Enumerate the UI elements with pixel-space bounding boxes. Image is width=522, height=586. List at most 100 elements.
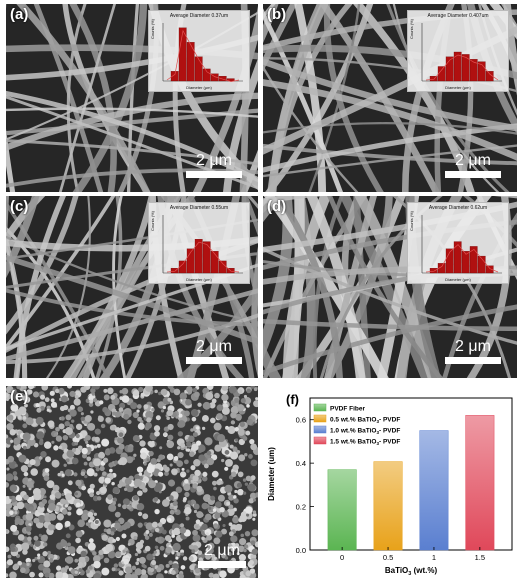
inset-histogram-c	[162, 215, 243, 274]
inset-b-bar-6	[477, 61, 486, 82]
diameter-bar-chart: (f) 0.0 0.2 0.4 0.6 0 0.5 1 1.5 BaTiO3 (wt.%) Dia…	[267, 392, 513, 577]
y-tick-label: 0.0	[296, 546, 306, 555]
bar-0.5	[373, 461, 403, 551]
sem-panel-c: (c) Average Diameter 0.55um Counts (%) D…	[6, 196, 258, 378]
inset-d-bar-6	[477, 255, 486, 274]
legend-swatch-2	[313, 425, 327, 434]
inset-c-bar-6	[218, 260, 227, 274]
inset-histogram-b	[421, 23, 502, 82]
inset-a-bar-6	[218, 76, 227, 82]
inset-a-bar-2	[186, 42, 195, 82]
inset-ylabel-d: Counts (%)	[409, 210, 414, 231]
inset-c-bar-2	[186, 248, 195, 274]
x-tick-label: 0.5	[383, 553, 393, 562]
sem-panel-d: (d) Average Diameter 0.62um Counts (%) D…	[263, 196, 517, 378]
inset-b-bar-4	[461, 54, 470, 82]
inset-histogram-a	[162, 23, 243, 82]
x-tick-label: 1.5	[475, 553, 485, 562]
inset-b-fit-curve	[425, 54, 499, 81]
sem-panel-b: (b) Average Diameter 0.407um Counts (%) …	[263, 4, 517, 192]
inset-d-bar-1	[437, 263, 446, 274]
inset-a-bar-7	[226, 78, 235, 82]
sem-panel-a: (a) Average Diameter 0.37um Counts (%) D…	[6, 4, 258, 192]
panel-label-c: (c)	[10, 198, 29, 215]
panel-label-b: (b)	[267, 6, 287, 23]
inset-a-bar-1	[178, 27, 187, 82]
bar-0	[327, 469, 357, 551]
y-tick-label: 0.6	[296, 416, 306, 425]
inset-xlabel-a: Diameter (μm)	[186, 85, 212, 90]
scale-line-a	[186, 171, 242, 178]
inset-c-bar-1	[178, 260, 187, 274]
scale-text-d: 2 μm	[455, 338, 491, 355]
inset-d-bar-2	[445, 248, 454, 274]
legend-label-2: 1.0 wt.% BaTiO3- PVDF	[330, 428, 400, 436]
histogram-inset-d: Average Diameter 0.62um Counts (%) Diame…	[407, 202, 509, 284]
panel-label-a: (a)	[10, 6, 29, 23]
legend-label-1: 0.5 wt.% BaTiO3- PVDF	[330, 417, 400, 425]
inset-a-bar-3	[194, 56, 203, 82]
y-axis-label: Diameter (um)	[267, 447, 276, 501]
histogram-inset-c: Average Diameter 0.55um Counts (%) Diame…	[148, 202, 250, 284]
panel-label-d: (d)	[267, 198, 287, 215]
inset-a-bar-0	[170, 71, 179, 82]
inset-histogram-d	[421, 215, 502, 274]
scale-text-c: 2 μm	[196, 338, 232, 355]
inset-title-a: Average Diameter 0.37um	[169, 13, 229, 19]
legend-label-0: PVDF Fiber	[330, 406, 366, 413]
x-axis-label: BaTiO3 (wt.%)	[385, 566, 438, 577]
inset-d-fit-curve	[425, 244, 499, 273]
scale-bar-d: 2 μm	[445, 339, 501, 364]
inset-d-bar-0	[429, 268, 438, 274]
y-tick-label: 0.2	[296, 503, 306, 512]
inset-a-bar-5	[210, 73, 219, 82]
scale-bar-a: 2 μm	[186, 153, 242, 178]
inset-a-fit-curve	[166, 29, 240, 82]
scale-line-b	[445, 171, 501, 178]
inset-b-bar-0	[429, 76, 438, 82]
inset-b-bar-5	[469, 59, 478, 82]
scale-text-e: 2 μm	[204, 542, 240, 559]
inset-b-bar-3	[453, 51, 462, 82]
inset-c-bar-3	[194, 239, 203, 274]
y-tick-label: 0.4	[296, 459, 306, 468]
scale-bar-e: 2 μm	[198, 543, 246, 568]
scale-text-a: 2 μm	[196, 152, 232, 169]
inset-c-fit-curve	[166, 241, 240, 273]
inset-title-d: Average Diameter 0.62um	[428, 205, 488, 211]
scale-bar-c: 2 μm	[186, 339, 242, 364]
inset-xlabel-d: Diameter (μm)	[445, 277, 471, 282]
histogram-inset-b: Average Diameter 0.407um Counts (%) Diam…	[407, 10, 509, 92]
scale-line-c	[186, 357, 242, 364]
x-tick-label: 0	[340, 553, 344, 562]
inset-c-bar-0	[170, 268, 179, 274]
inset-b-bar-1	[437, 66, 446, 82]
inset-b-bar-2	[445, 56, 454, 82]
inset-title-b: Average Diameter 0.407um	[427, 13, 489, 19]
inset-xlabel-b: Diameter (μm)	[445, 85, 471, 90]
bar-1.5	[465, 415, 495, 551]
inset-d-bar-3	[453, 241, 462, 274]
inset-title-c: Average Diameter 0.55um	[169, 205, 229, 211]
scale-text-b: 2 μm	[455, 152, 491, 169]
sem-image-e	[6, 386, 258, 578]
legend-label-3: 1.5 wt.% BaTiO3- PVDF	[330, 439, 400, 447]
inset-d-bar-7	[485, 265, 494, 274]
inset-d-bar-4	[461, 251, 470, 274]
sem-panel-e: (e) 2 μm	[6, 386, 258, 578]
scale-line-e	[198, 561, 246, 568]
inset-c-bar-4	[202, 241, 211, 274]
inset-b-bar-7	[485, 71, 494, 82]
legend-swatch-0	[313, 403, 327, 412]
inset-ylabel-b: Counts (%)	[409, 18, 414, 39]
bar-1	[419, 430, 449, 551]
inset-d-bar-5	[469, 246, 478, 274]
inset-c-bar-5	[210, 251, 219, 274]
panel-label-e: (e)	[10, 388, 29, 405]
inset-a-bar-4	[202, 68, 211, 82]
inset-ylabel-a: Counts (%)	[150, 18, 155, 39]
histogram-inset-a: Average Diameter 0.37um Counts (%) Diame…	[148, 10, 250, 92]
scale-line-d	[445, 357, 501, 364]
bar-chart-panel-f: (f) 0.0 0.2 0.4 0.6 0 0.5 1 1.5 BaTiO3 (wt.%) Dia…	[262, 388, 520, 581]
inset-ylabel-c: Counts (%)	[150, 210, 155, 231]
